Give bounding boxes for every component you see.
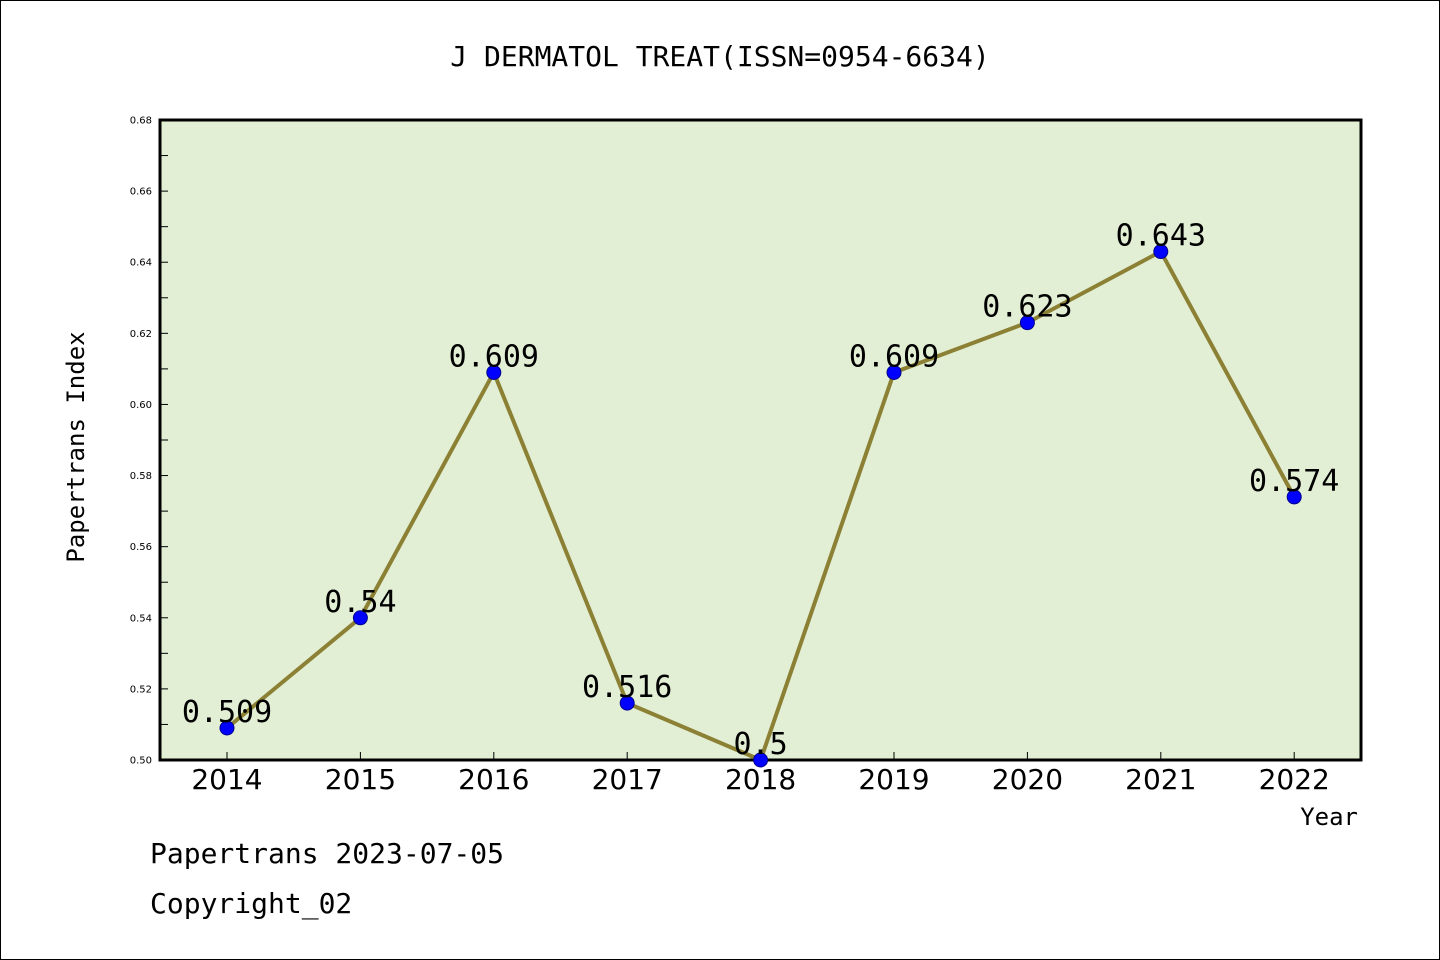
y-tick-label: 0.50 [130,756,152,767]
data-point [753,752,769,768]
x-tick-label: 2018 [725,763,796,796]
y-tick-label: 0.64 [130,258,152,269]
y-tick-label: 0.52 [130,684,152,695]
data-label: 0.516 [582,670,672,705]
x-tick-label: 2017 [592,763,663,796]
data-label: 0.609 [449,339,539,374]
footer-date: Papertrans 2023-07-05 [150,837,504,870]
data-point [486,364,502,380]
footer-copyright: Copyright_02 [150,887,352,921]
y-tick-label: 0.68 [130,116,152,127]
data-label: 0.643 [1116,219,1206,254]
x-axis-title: Year [1300,803,1358,831]
data-labels-group: 0.509 0.54 0.609 0.516 0.5 0.609 0.623 0.643 0.5… [182,219,1340,762]
y-tick-label: 0.56 [130,542,152,553]
x-axis: 2014 2015 2016 2017 2018 2019 2020 2021 2022 [191,752,1330,796]
data-label: 0.574 [1249,464,1339,499]
y-tick-label: 0.54 [130,613,152,624]
x-tick-label: 2014 [191,763,262,796]
data-label: 0.623 [982,290,1072,325]
data-label: 0.5 [734,727,788,762]
x-tick-label: 2015 [325,763,396,796]
data-point [352,610,368,626]
x-tick-label: 2021 [1125,763,1196,796]
y-axis-title: Papertrans Index [62,331,90,562]
data-label: 0.509 [182,695,272,730]
y-axis: 0.50 0.52 0.54 0.56 0.58 0.60 0.62 0.64 0.66 0.68 [130,116,168,767]
plot-area [158,118,1363,762]
y-tick-label: 0.58 [130,471,152,482]
y-tick-label: 0.60 [130,400,152,411]
data-point [1019,315,1035,331]
data-point [1286,489,1302,505]
x-tick-label: 2019 [858,763,929,796]
chart-title: J DERMATOL TREAT(ISSN=0954-6634) [450,40,989,73]
data-label: 0.54 [324,585,396,620]
x-tick-label: 2020 [992,763,1063,796]
data-label: 0.609 [849,339,939,374]
x-tick-label: 2022 [1259,763,1330,796]
data-point [619,695,635,711]
y-tick-label: 0.62 [130,329,152,340]
x-tick-label: 2016 [458,763,529,796]
data-point [886,364,902,380]
data-point [1153,244,1169,260]
data-point [219,720,235,736]
y-tick-label: 0.66 [130,187,152,198]
markers-group [219,244,1302,768]
